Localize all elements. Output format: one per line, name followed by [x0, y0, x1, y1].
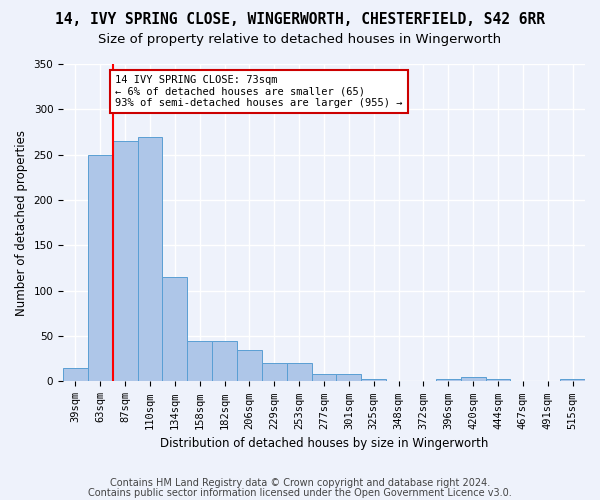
Bar — [560, 378, 585, 382]
Bar — [237, 350, 262, 382]
Bar — [88, 154, 113, 382]
Bar — [361, 378, 386, 382]
Text: 14 IVY SPRING CLOSE: 73sqm
← 6% of detached houses are smaller (65)
93% of semi-: 14 IVY SPRING CLOSE: 73sqm ← 6% of detac… — [115, 75, 403, 108]
X-axis label: Distribution of detached houses by size in Wingerworth: Distribution of detached houses by size … — [160, 437, 488, 450]
Text: Contains HM Land Registry data © Crown copyright and database right 2024.: Contains HM Land Registry data © Crown c… — [110, 478, 490, 488]
Bar — [63, 368, 88, 382]
Bar — [436, 378, 461, 382]
Text: Contains public sector information licensed under the Open Government Licence v3: Contains public sector information licen… — [88, 488, 512, 498]
Bar — [311, 374, 337, 382]
Bar — [212, 340, 237, 382]
Bar — [262, 364, 287, 382]
Y-axis label: Number of detached properties: Number of detached properties — [15, 130, 28, 316]
Bar — [163, 277, 187, 382]
Bar — [337, 374, 361, 382]
Text: 14, IVY SPRING CLOSE, WINGERWORTH, CHESTERFIELD, S42 6RR: 14, IVY SPRING CLOSE, WINGERWORTH, CHEST… — [55, 12, 545, 28]
Bar — [113, 141, 137, 382]
Bar — [187, 340, 212, 382]
Bar — [461, 377, 485, 382]
Text: Size of property relative to detached houses in Wingerworth: Size of property relative to detached ho… — [98, 32, 502, 46]
Bar — [485, 378, 511, 382]
Bar — [287, 364, 311, 382]
Bar — [137, 136, 163, 382]
